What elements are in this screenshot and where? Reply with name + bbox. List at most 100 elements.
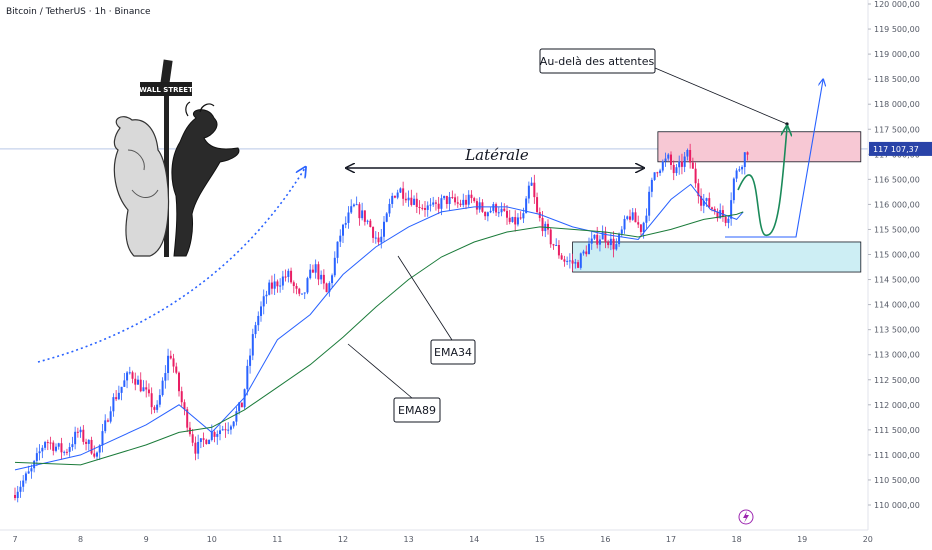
candle-body <box>566 260 569 262</box>
candle-body <box>645 215 648 223</box>
candle-body <box>678 161 681 168</box>
candle-body <box>552 244 555 246</box>
candle-body <box>533 182 536 198</box>
candle-body <box>620 229 623 234</box>
candle-body <box>279 285 282 287</box>
candle-body <box>437 203 440 209</box>
candle-body <box>689 149 692 163</box>
y-tick-label: 120 000,00 <box>874 0 920 9</box>
candle-body <box>325 283 328 293</box>
candle-body <box>344 222 347 225</box>
candle-body <box>115 397 118 400</box>
candle-body <box>82 429 85 442</box>
candle-body <box>730 200 733 219</box>
candle-body <box>251 334 254 356</box>
candle-body <box>700 196 703 206</box>
candle-body <box>224 429 227 431</box>
resistance-zone <box>657 131 862 163</box>
candle-body <box>486 212 489 217</box>
candle-body <box>462 199 465 206</box>
target-callout-label: Au-delà des attentes <box>540 55 655 68</box>
candle-body <box>123 380 126 387</box>
x-tick-label: 11 <box>272 535 282 544</box>
candle-body <box>350 206 353 213</box>
y-tick-label: 117 500,00 <box>874 125 920 134</box>
candle-body <box>560 255 563 260</box>
event-flash-icon <box>738 509 754 525</box>
candle-body <box>702 200 705 206</box>
ema34-callout-label: EMA34 <box>434 346 472 359</box>
candle-body <box>320 274 323 280</box>
candle-body <box>90 439 93 454</box>
candle-body <box>49 442 52 444</box>
logo-bear <box>113 116 170 257</box>
candle-body <box>549 229 552 245</box>
trend-dotted-arrow <box>37 168 305 363</box>
candle-body <box>664 158 667 162</box>
logo-sign-post <box>164 62 169 257</box>
x-tick-label: 14 <box>469 535 479 544</box>
logo-sign-board <box>140 82 192 96</box>
candle-body <box>33 460 36 469</box>
logo-sign-text: WALL STREET <box>139 86 193 94</box>
candle-body <box>156 404 159 410</box>
candle-body <box>445 195 448 204</box>
projection-blue-path <box>725 80 823 238</box>
chart-title: Bitcoin / TetherUS · 1h · Binance <box>6 7 151 17</box>
y-tick-label: 114 500,00 <box>874 276 920 285</box>
candle-body <box>402 188 405 199</box>
candle-body <box>667 154 670 159</box>
candle-body <box>150 393 153 408</box>
candle-body <box>582 251 585 254</box>
candle-body <box>516 217 519 225</box>
x-tick-label: 12 <box>338 535 348 544</box>
candle-body <box>634 212 637 223</box>
candle-body <box>506 210 508 218</box>
candle-body <box>178 372 180 392</box>
candle-body <box>186 409 189 428</box>
y-tick-label: 112 500,00 <box>874 376 920 385</box>
candle-body <box>741 166 744 170</box>
candle-body <box>391 195 394 204</box>
candle-body <box>71 444 74 448</box>
candle-body <box>180 391 183 403</box>
candle-body <box>650 179 653 192</box>
candle-body <box>44 442 47 448</box>
candle-body <box>418 206 421 208</box>
candle-body <box>571 260 574 264</box>
x-tick-label: 13 <box>404 535 414 544</box>
candle-body <box>281 276 284 286</box>
y-tick-label: 119 000,00 <box>874 50 920 59</box>
ema89-callout-box <box>393 397 441 423</box>
candle-body <box>568 260 571 262</box>
candle-body <box>342 224 344 236</box>
logo-bear-detail <box>127 149 159 198</box>
y-tick-label: 116 500,00 <box>874 175 920 184</box>
candle-body <box>721 210 724 217</box>
candle-body <box>183 402 186 410</box>
candle-body <box>724 216 727 223</box>
ema34-callout-box <box>430 339 476 365</box>
candle-body <box>432 202 435 205</box>
candle-body <box>547 223 549 230</box>
candle-body <box>514 217 517 225</box>
candle-body <box>716 211 719 219</box>
y-tick-label: 112 000,00 <box>874 401 920 410</box>
candle-body <box>117 392 120 400</box>
candle-body <box>322 274 325 284</box>
candle-body <box>659 170 662 174</box>
candle-body <box>262 296 265 307</box>
candle-body <box>205 439 208 445</box>
candle-body <box>85 441 88 444</box>
candle-body <box>27 471 30 474</box>
candle-body <box>735 170 738 179</box>
y-tick-label: 119 500,00 <box>874 25 920 34</box>
candle-body <box>295 286 298 289</box>
candle-body <box>607 242 610 246</box>
candle-body <box>604 231 607 243</box>
candle-body <box>227 429 230 431</box>
candle-body <box>254 325 257 335</box>
candle-body <box>311 269 314 273</box>
candle-body <box>106 420 109 422</box>
